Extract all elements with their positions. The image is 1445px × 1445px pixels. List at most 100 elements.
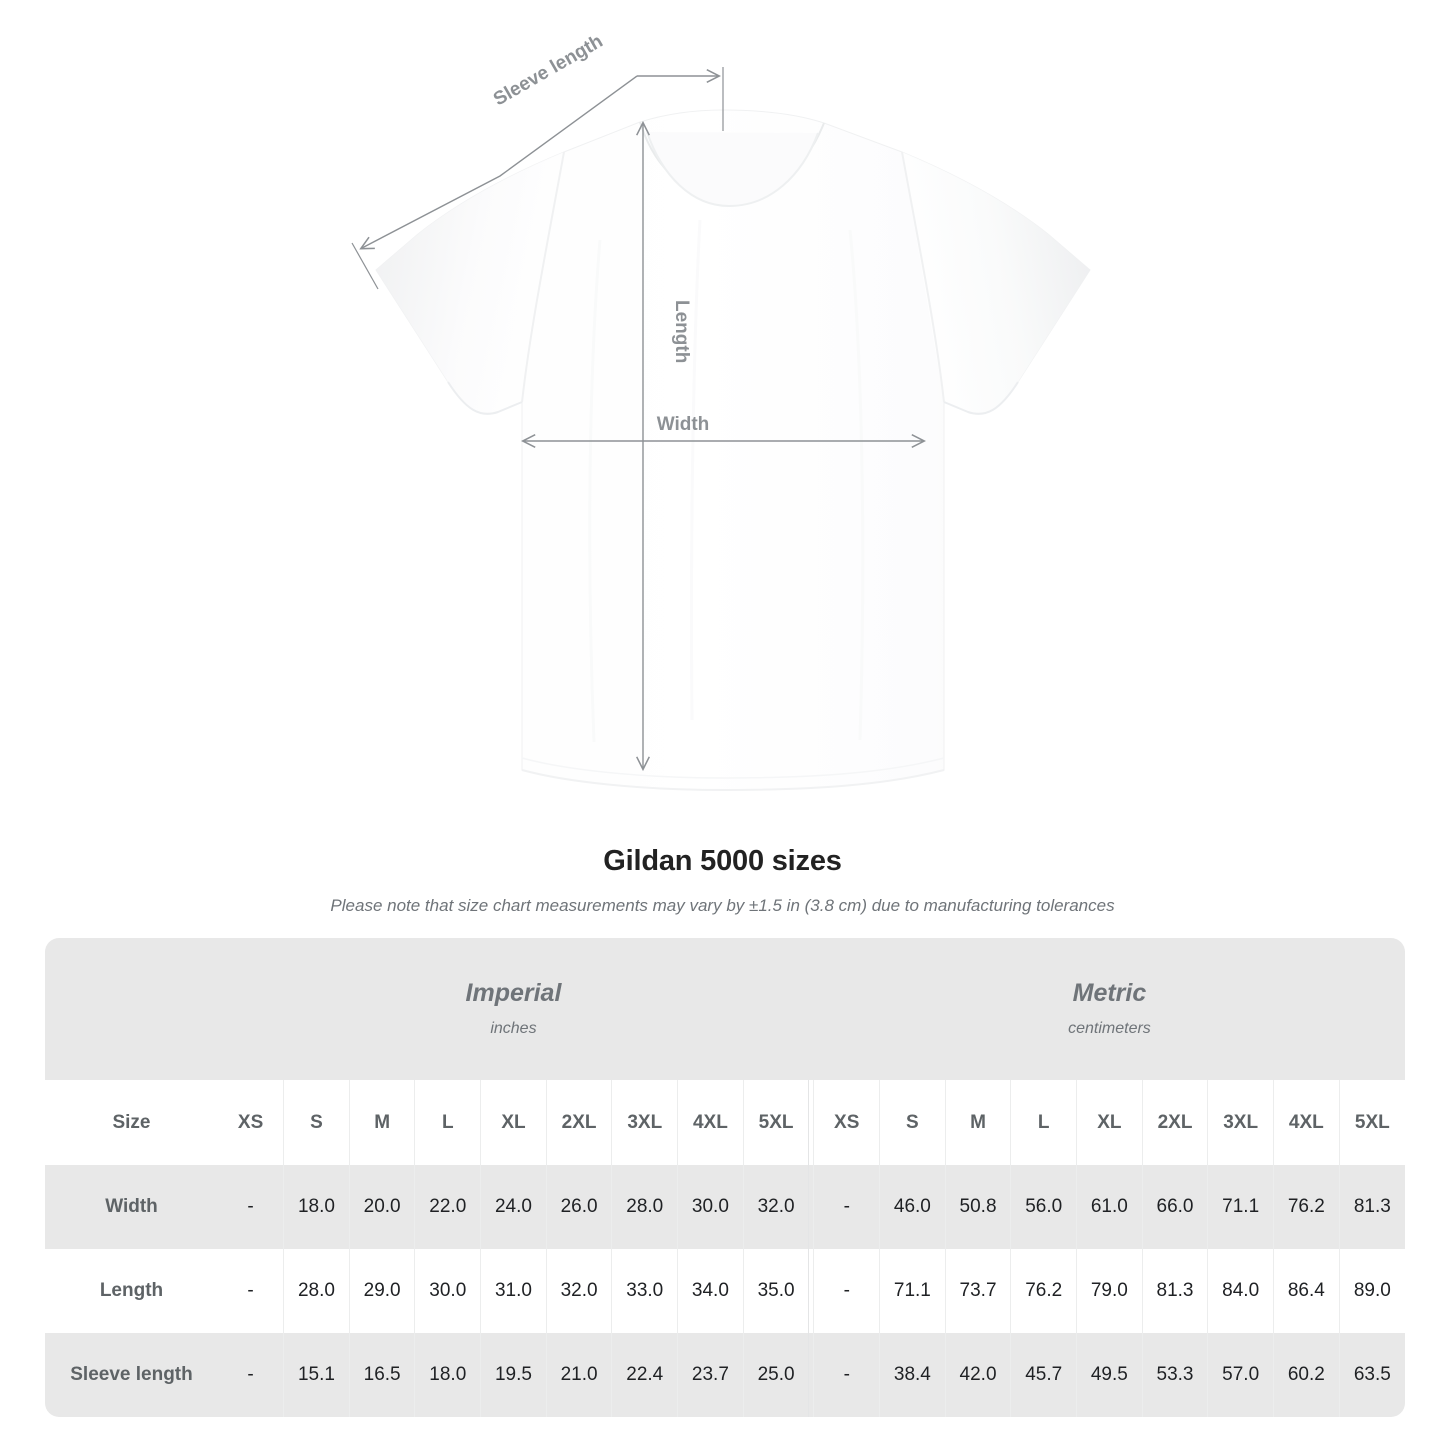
unit-header-metric: Metric centimeters <box>813 938 1405 1080</box>
cell-sleeve-imperial-m: 16.5 <box>349 1333 416 1417</box>
cell-length-imperial-4xl: 34.0 <box>677 1249 744 1333</box>
cell-width-metric-s: 46.0 <box>879 1165 946 1249</box>
cell-width-imperial-2xl: 26.0 <box>546 1165 613 1249</box>
cell-length-imperial-2xl: 32.0 <box>546 1249 613 1333</box>
size-header-row: Size XS S M L XL 2XL 3XL 4XL 5XL XS S M … <box>45 1080 1405 1165</box>
cell-width-metric-m: 50.8 <box>945 1165 1012 1249</box>
size-header-imperial-5xl: 5XL <box>743 1080 810 1165</box>
cell-width-metric-xl: 61.0 <box>1076 1165 1143 1249</box>
cell-length-imperial-s: 28.0 <box>283 1249 350 1333</box>
header-size-label: Size <box>45 1080 218 1165</box>
width-label: Width <box>657 414 710 435</box>
cell-width-imperial-5xl: 32.0 <box>743 1165 810 1249</box>
cell-length-imperial-3xl: 33.0 <box>611 1249 679 1333</box>
cell-length-imperial-xs: - <box>218 1249 285 1333</box>
cell-width-imperial-s: 18.0 <box>283 1165 350 1249</box>
tolerance-note: Please note that size chart measurements… <box>330 896 1115 915</box>
cell-sleeve-metric-2xl: 53.3 <box>1142 1333 1209 1417</box>
sleeve-length-label: Sleeve length <box>490 31 607 110</box>
unit-name-metric: Metric <box>1072 979 1147 1008</box>
row-label-length: Length <box>45 1249 218 1333</box>
unit-name-imperial: Imperial <box>465 979 562 1008</box>
cell-length-metric-2xl: 81.3 <box>1142 1249 1209 1333</box>
sleeve-diagonal-arrow <box>362 75 638 248</box>
unit-header-spacer <box>45 938 218 1080</box>
cell-sleeve-imperial-4xl: 23.7 <box>677 1333 744 1417</box>
size-header-metric-3xl: 3XL <box>1207 1080 1274 1165</box>
size-chart-table: Imperial inches Metric centimeters Size … <box>45 938 1405 1417</box>
size-header-metric-l: L <box>1010 1080 1078 1165</box>
cell-sleeve-metric-m: 42.0 <box>945 1333 1012 1417</box>
cell-length-metric-4xl: 86.4 <box>1273 1249 1340 1333</box>
cell-sleeve-metric-xl: 49.5 <box>1076 1333 1143 1417</box>
row-divider-sleeve <box>808 1333 815 1417</box>
size-chart-table-container: Imperial inches Metric centimeters Size … <box>45 938 1405 1417</box>
size-header-imperial-3xl: 3XL <box>611 1080 679 1165</box>
cell-sleeve-imperial-2xl: 21.0 <box>546 1333 613 1417</box>
size-header-metric-m: M <box>945 1080 1012 1165</box>
cell-sleeve-metric-l: 45.7 <box>1010 1333 1078 1417</box>
tshirt-measurement-diagram: Sleeve length Length Width <box>351 31 1091 792</box>
cell-width-metric-3xl: 71.1 <box>1207 1165 1274 1249</box>
size-header-imperial-xs: XS <box>218 1080 285 1165</box>
cell-width-imperial-l: 22.0 <box>414 1165 482 1249</box>
sleeve-tick-hem <box>351 242 379 290</box>
dimension-lines <box>351 67 923 768</box>
cell-sleeve-imperial-l: 18.0 <box>414 1333 482 1417</box>
cell-width-imperial-m: 20.0 <box>349 1165 416 1249</box>
size-header-divider <box>808 1080 815 1165</box>
row-label-width: Width <box>45 1165 218 1249</box>
size-header-metric-4xl: 4XL <box>1273 1080 1340 1165</box>
size-header-metric-s: S <box>879 1080 946 1165</box>
unit-sub-imperial: inches <box>490 1019 537 1037</box>
cell-sleeve-imperial-xl: 19.5 <box>480 1333 547 1417</box>
size-header-imperial-s: S <box>283 1080 350 1165</box>
cell-sleeve-imperial-3xl: 22.4 <box>611 1333 679 1417</box>
cell-length-imperial-m: 29.0 <box>349 1249 416 1333</box>
cell-length-imperial-l: 30.0 <box>414 1249 482 1333</box>
cell-sleeve-imperial-s: 15.1 <box>283 1333 350 1417</box>
cell-sleeve-metric-3xl: 57.0 <box>1207 1333 1274 1417</box>
size-header-metric-2xl: 2XL <box>1142 1080 1209 1165</box>
unit-sub-metric: centimeters <box>1068 1019 1151 1037</box>
cell-width-metric-4xl: 76.2 <box>1273 1165 1340 1249</box>
size-header-metric-xl: XL <box>1076 1080 1143 1165</box>
cell-width-metric-5xl: 81.3 <box>1339 1165 1405 1249</box>
table-row: Width - 18.0 20.0 22.0 24.0 26.0 28.0 30… <box>45 1165 1405 1249</box>
tshirt-graphic <box>375 109 1091 792</box>
title-block: Gildan 5000 sizes Please note that size … <box>0 845 1445 916</box>
unit-group-header-row: Imperial inches Metric centimeters <box>45 938 1405 1080</box>
length-label: Length <box>671 300 692 363</box>
size-header-imperial-l: L <box>414 1080 482 1165</box>
unit-header-imperial: Imperial inches <box>218 938 809 1080</box>
cell-length-metric-l: 76.2 <box>1010 1249 1078 1333</box>
cell-width-imperial-3xl: 28.0 <box>611 1165 679 1249</box>
table-row: Length - 28.0 29.0 30.0 31.0 32.0 33.0 3… <box>45 1249 1405 1333</box>
cell-sleeve-metric-s: 38.4 <box>879 1333 946 1417</box>
size-header-metric-5xl: 5XL <box>1339 1080 1405 1165</box>
cell-length-metric-xl: 79.0 <box>1076 1249 1143 1333</box>
cell-sleeve-metric-xs: - <box>813 1333 881 1417</box>
size-header-imperial-xl: XL <box>480 1080 547 1165</box>
size-header-imperial-2xl: 2XL <box>546 1080 613 1165</box>
page-title: Gildan 5000 sizes <box>603 845 842 877</box>
cell-sleeve-metric-5xl: 63.5 <box>1339 1333 1405 1417</box>
cell-width-metric-l: 56.0 <box>1010 1165 1078 1249</box>
cell-width-metric-xs: - <box>813 1165 881 1249</box>
row-divider-length <box>808 1249 815 1333</box>
cell-width-metric-2xl: 66.0 <box>1142 1165 1209 1249</box>
size-header-imperial-m: M <box>349 1080 416 1165</box>
size-header-imperial-4xl: 4XL <box>677 1080 744 1165</box>
cell-sleeve-metric-4xl: 60.2 <box>1273 1333 1340 1417</box>
row-label-sleeve-length: Sleeve length <box>45 1333 218 1417</box>
cell-length-imperial-xl: 31.0 <box>480 1249 547 1333</box>
cell-length-metric-s: 71.1 <box>879 1249 946 1333</box>
cell-sleeve-imperial-5xl: 25.0 <box>743 1333 810 1417</box>
table-row: Sleeve length - 15.1 16.5 18.0 19.5 21.0… <box>45 1333 1405 1417</box>
cell-length-imperial-5xl: 35.0 <box>743 1249 810 1333</box>
cell-width-imperial-4xl: 30.0 <box>677 1165 744 1249</box>
row-divider-width <box>808 1165 815 1249</box>
cell-sleeve-imperial-xs: - <box>218 1333 285 1417</box>
cell-length-metric-xs: - <box>813 1249 881 1333</box>
